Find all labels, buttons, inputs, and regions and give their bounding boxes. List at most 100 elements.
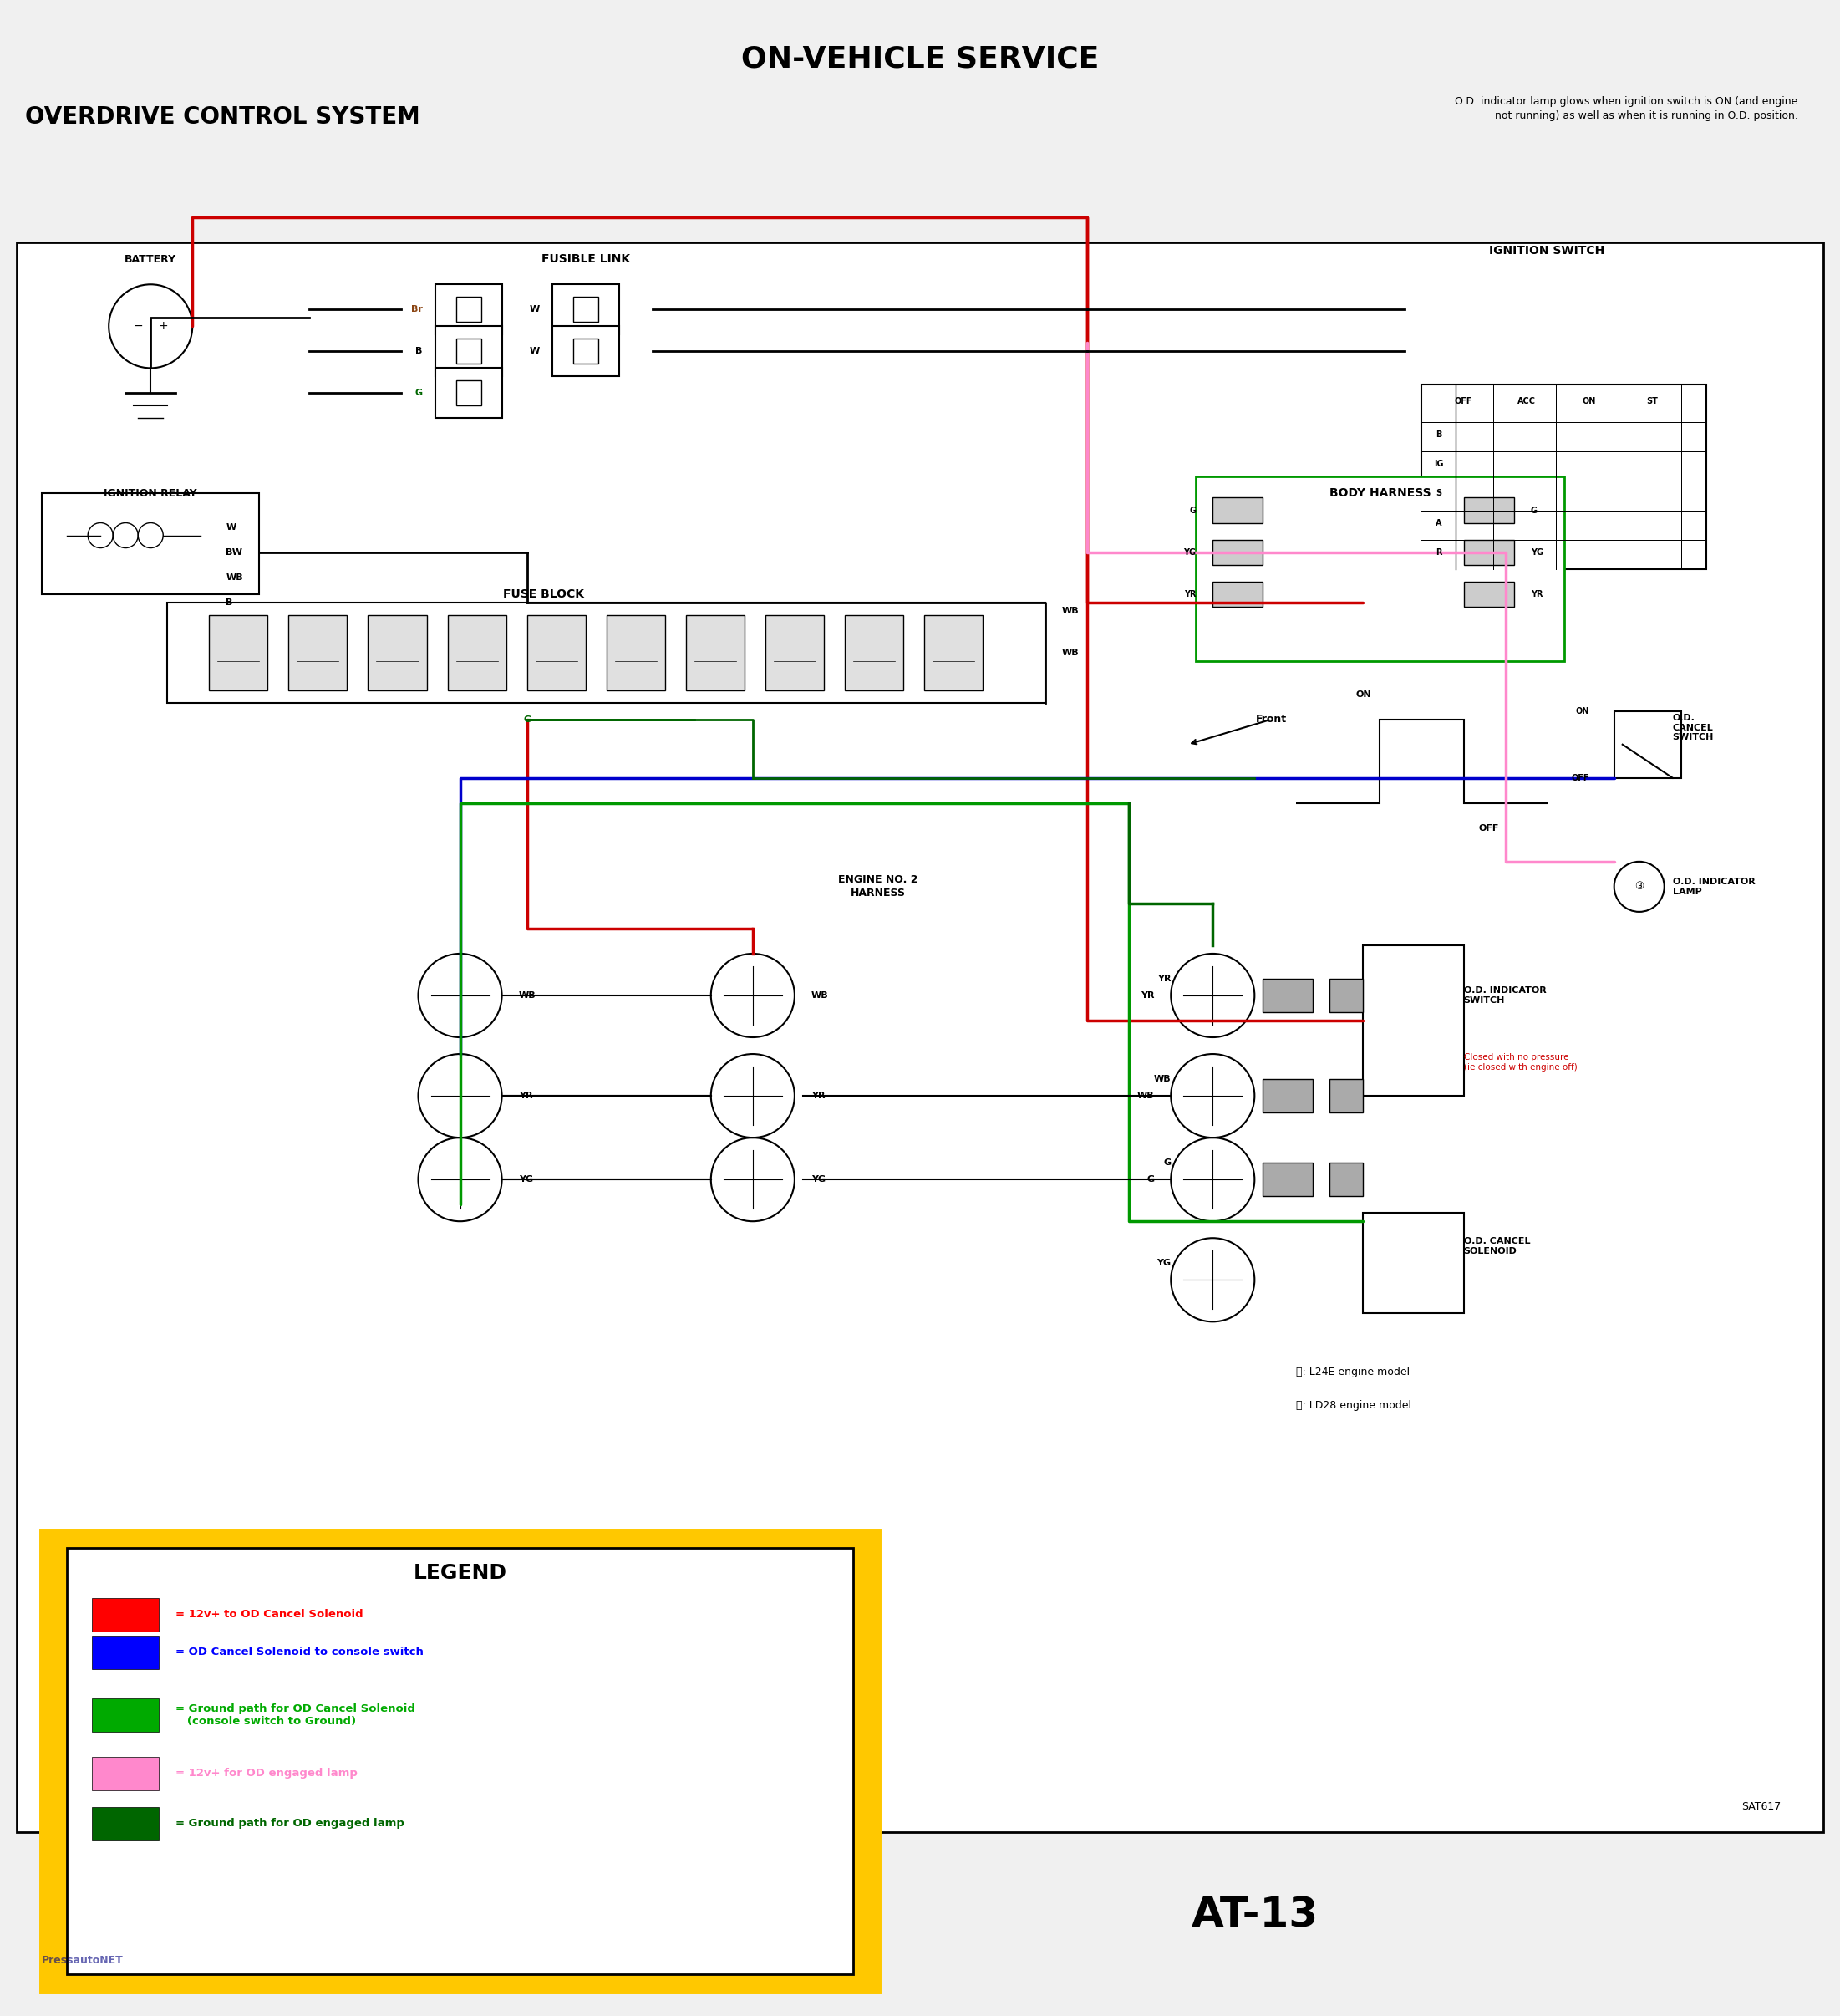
Text: G: G (523, 716, 530, 724)
Bar (456, 296, 480, 323)
Text: ST: ST (1647, 397, 1658, 405)
Text: YR: YR (811, 1091, 824, 1101)
Text: O.D. INDICATOR
LAMP: O.D. INDICATOR LAMP (1673, 877, 1755, 895)
Text: PressautoNET: PressautoNET (42, 1956, 123, 1966)
Text: SAT617: SAT617 (1742, 1802, 1781, 1812)
Text: ENGINE NO. 2
HARNESS: ENGINE NO. 2 HARNESS (839, 875, 918, 899)
Text: WB: WB (1137, 1091, 1154, 1101)
Bar (456, 339, 480, 363)
Bar (1213, 498, 1262, 522)
Text: Br: Br (410, 304, 423, 314)
Bar (1262, 978, 1314, 1012)
Bar (1213, 540, 1262, 564)
Bar (1262, 1163, 1314, 1195)
Text: ON: ON (1582, 397, 1595, 405)
Bar (210, 615, 267, 689)
Bar (1363, 1214, 1463, 1312)
Text: G: G (1146, 1175, 1154, 1183)
Text: S: S (1435, 490, 1441, 498)
Text: = Ground path for OD engaged lamp: = Ground path for OD engaged lamp (175, 1818, 405, 1829)
Text: IGNITION SWITCH: IGNITION SWITCH (1489, 246, 1604, 256)
Text: WB: WB (519, 992, 535, 1000)
Text: WB: WB (1062, 649, 1080, 657)
Bar (924, 615, 983, 689)
Bar (92, 1599, 158, 1631)
Text: ⓓ: LD28 engine model: ⓓ: LD28 engine model (1297, 1399, 1411, 1411)
Text: W: W (530, 304, 539, 314)
Bar (1463, 540, 1514, 564)
Text: = 12v+ to OD Cancel Solenoid: = 12v+ to OD Cancel Solenoid (175, 1609, 362, 1621)
Text: FUSE BLOCK: FUSE BLOCK (502, 589, 583, 601)
Text: YR: YR (519, 1091, 532, 1101)
Text: W: W (530, 347, 539, 355)
Text: YG: YG (1183, 548, 1196, 556)
Bar (92, 1635, 158, 1669)
Text: WB: WB (1062, 607, 1080, 615)
Text: −: − (132, 321, 144, 333)
Bar (572, 339, 598, 363)
Text: +: + (158, 321, 167, 333)
Text: B: B (416, 347, 423, 355)
Bar (1262, 1079, 1314, 1113)
Text: YG: YG (1157, 1258, 1170, 1268)
Text: G: G (1531, 506, 1536, 514)
Text: Ⓠ: L24E engine model: Ⓠ: L24E engine model (1297, 1367, 1409, 1377)
Bar (526, 615, 585, 689)
Text: G: G (1163, 1159, 1170, 1167)
Bar (1330, 978, 1363, 1012)
Text: YR: YR (1531, 591, 1542, 599)
Text: G: G (414, 389, 423, 397)
Text: O.D. INDICATOR
SWITCH: O.D. INDICATOR SWITCH (1463, 986, 1546, 1004)
Text: FUSIBLE LINK: FUSIBLE LINK (541, 254, 629, 266)
Text: = Ground path for OD Cancel Solenoid
   (console switch to Ground): = Ground path for OD Cancel Solenoid (co… (175, 1704, 416, 1726)
Bar (434, 327, 502, 377)
Bar (66, 1548, 854, 1974)
Bar (167, 603, 1045, 704)
Bar (92, 1806, 158, 1841)
Text: B: B (1435, 431, 1441, 439)
Text: YG: YG (1531, 548, 1544, 556)
Text: OVERDRIVE CONTROL SYSTEM: OVERDRIVE CONTROL SYSTEM (26, 105, 420, 129)
Text: G: G (1189, 506, 1196, 514)
Bar (447, 615, 506, 689)
Bar (1196, 478, 1564, 661)
Bar (42, 1530, 878, 1992)
Text: O.D.
CANCEL
SWITCH: O.D. CANCEL SWITCH (1673, 714, 1713, 742)
Text: WB: WB (811, 992, 828, 1000)
Bar (1614, 712, 1682, 778)
Bar (1330, 1079, 1363, 1113)
Text: AT-13: AT-13 (1190, 1895, 1317, 1935)
Bar (368, 615, 427, 689)
Bar (552, 327, 618, 377)
Bar (92, 1756, 158, 1790)
Text: BODY HARNESS: BODY HARNESS (1328, 488, 1432, 500)
Text: OFF: OFF (1571, 774, 1590, 782)
Text: IGNITION RELAY: IGNITION RELAY (105, 488, 197, 500)
Text: O.D. indicator lamp glows when ignition switch is ON (and engine
not running) as: O.D. indicator lamp glows when ignition … (1455, 97, 1798, 121)
Bar (1463, 498, 1514, 522)
Text: ③: ③ (1634, 881, 1643, 893)
Bar (1213, 581, 1262, 607)
Bar (552, 284, 618, 335)
Bar (765, 615, 824, 689)
Text: WB: WB (1154, 1075, 1170, 1083)
Bar (456, 381, 480, 405)
Text: YR: YR (1141, 992, 1154, 1000)
Text: ON: ON (1356, 689, 1371, 698)
FancyBboxPatch shape (17, 242, 1823, 1833)
Bar (92, 1697, 158, 1732)
Bar (572, 296, 598, 323)
Bar (434, 369, 502, 417)
Text: ON-VEHICLE SERVICE: ON-VEHICLE SERVICE (742, 44, 1098, 73)
Text: YR: YR (1157, 974, 1170, 984)
Text: ACC: ACC (1518, 397, 1536, 405)
Bar (289, 615, 348, 689)
Bar (686, 615, 745, 689)
Bar (1463, 581, 1514, 607)
Text: LEGEND: LEGEND (414, 1562, 506, 1583)
Text: R: R (1435, 548, 1441, 556)
Bar (434, 284, 502, 335)
Text: B: B (226, 599, 234, 607)
Text: Closed with no pressure
(ie closed with engine off): Closed with no pressure (ie closed with … (1463, 1052, 1577, 1073)
Text: IG: IG (1433, 460, 1443, 468)
